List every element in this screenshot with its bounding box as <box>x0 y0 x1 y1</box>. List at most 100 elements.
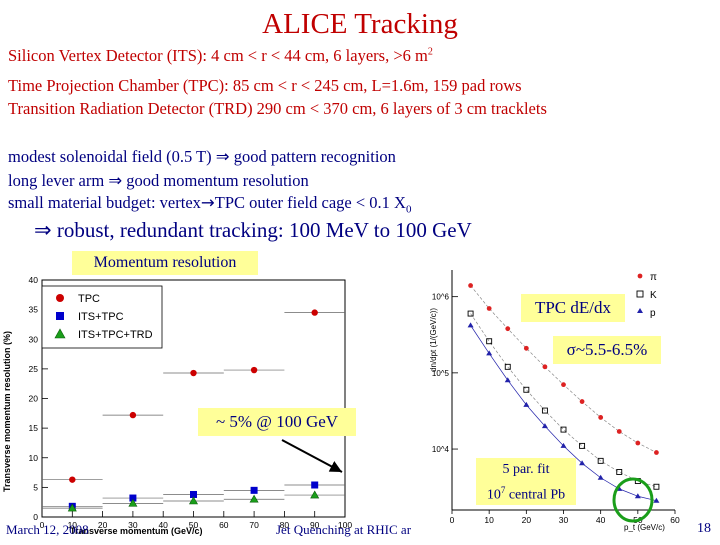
proton-point <box>504 377 511 383</box>
proton-point <box>653 497 660 503</box>
implies-arrow-icon: ⇒ <box>215 147 230 166</box>
its-tpc-trd-point <box>310 490 320 499</box>
point-material-result: TPC outer field cage < 0.1 X <box>214 193 406 212</box>
right-x-tick-label: 0 <box>450 515 455 525</box>
kaon-point <box>523 386 530 393</box>
proton-point <box>560 442 567 448</box>
left-y-axis-label: Transverse momentum resolution (%) <box>2 331 12 492</box>
kaon-point <box>504 363 511 370</box>
right-arrow-icon: → <box>200 193 215 212</box>
sigma-label: σ~5.5-6.5% <box>553 336 661 364</box>
pion-point <box>654 450 659 455</box>
fit-events-exponent: 7 <box>500 485 506 495</box>
left-y-tick-label: 10 <box>29 453 39 463</box>
legend-label-k: K <box>650 290 657 301</box>
pion-point <box>523 345 529 351</box>
footer-talk-title: Jet Quenching at RHIC ar <box>276 522 412 537</box>
annotation-arrow <box>281 439 343 473</box>
tpc-point <box>311 309 318 316</box>
kaon-point <box>541 407 548 414</box>
legend-label-its-tpc: ITS+TPC <box>78 311 124 323</box>
proton-point <box>467 322 474 328</box>
point-material: small material budget: vertex→TPC outer … <box>8 193 411 215</box>
left-y-tick-label: 35 <box>29 305 39 315</box>
pion-point <box>468 283 473 288</box>
legend-label-tpc: TPC <box>78 293 100 305</box>
left-x-tick-label: 30 <box>128 520 138 530</box>
right-y-tick-label: 10^4 <box>432 445 450 454</box>
point-field-result: good pattern recognition <box>229 147 396 166</box>
left-y-tick-label: 25 <box>29 364 39 374</box>
proton-point <box>486 350 493 356</box>
point-material-text: small material budget: vertex <box>8 193 201 212</box>
x0-subscript: 0 <box>405 203 412 216</box>
its-tpc-point <box>311 481 319 489</box>
left-x-tick-label: 20 <box>98 520 108 530</box>
implies-arrow-icon: ⇒ <box>34 218 52 242</box>
pion-point <box>635 440 641 446</box>
kaon-point <box>597 457 604 464</box>
legend-label-pi: π <box>650 272 657 283</box>
left-y-tick-label: 40 <box>29 275 39 285</box>
its-tpc-trd-point <box>128 498 138 507</box>
dedx-label: TPC dE/dx <box>521 294 625 322</box>
its-text: Silicon Vertex Detector (ITS): 4 cm < r … <box>8 46 428 65</box>
pion-point <box>598 415 604 420</box>
right-x-tick-label: 20 <box>522 515 532 525</box>
pion-point <box>616 429 622 434</box>
its-tpc-point <box>190 490 197 498</box>
point-field-text: modest solenoidal field (0.5 T) <box>8 147 216 166</box>
fit-label-line1: 5 par. fit <box>502 462 550 477</box>
left-x-tick-label: 60 <box>219 520 229 530</box>
dedx-spectra-svg: 10^410^510^60 10 20 30 40 50 60 dn/dpt (1/(GeV… <box>429 270 680 532</box>
proton-point <box>541 423 548 429</box>
fit-label-line2: 107 central Pb <box>476 480 576 506</box>
kaon-point <box>560 426 567 433</box>
legend-label-its-tpc-trd: ITS+TPC+TRD <box>78 329 153 341</box>
its-tpc-trd-point <box>249 494 259 503</box>
tpc-point <box>250 366 258 374</box>
conclusion-text: robust, redundant tracking: 100 MeV to 1… <box>51 218 472 242</box>
point-lever-text: long lever arm <box>8 171 109 190</box>
proton-point <box>634 493 641 499</box>
trd-line: Transition Radiation Detector (TRD) 290 … <box>8 99 547 118</box>
left-x-tick-label: 90 <box>310 520 320 530</box>
its-tpc-trd-point <box>67 503 77 512</box>
right-x-tick-label: 30 <box>559 515 569 525</box>
left-y-tick-label: 5 <box>33 482 38 492</box>
its-tpc-point <box>129 494 137 502</box>
momentum-resolution-plot: 0 5 10 15 20 25 30 35 40 0 10 20 30 40 50 60 70 80 90 100 T… <box>0 262 360 540</box>
left-x-tick-label: 100 <box>338 520 352 530</box>
legend-marker-tpc <box>56 294 64 302</box>
its-tpc-point <box>250 486 258 494</box>
tpc-line: Time Projection Chamber (TPC): 85 cm < r… <box>8 76 522 95</box>
kaon-point <box>486 338 493 345</box>
pion-point <box>561 382 566 388</box>
legend-marker-its-tpc <box>56 312 64 320</box>
point-lever-arm: long lever arm ⇒ good momentum resolutio… <box>8 171 309 191</box>
tpc-point <box>129 411 137 419</box>
point-field: modest solenoidal field (0.5 T) ⇒ good p… <box>8 147 396 167</box>
point-lever-result: good momentum resolution <box>122 171 309 190</box>
resolution-100gev-label: ~ 5% @ 100 GeV <box>198 408 356 436</box>
legend-marker-its-tpc-trd <box>54 328 66 339</box>
left-x-tick-label: 80 <box>280 520 290 530</box>
left-y-tick-label: 15 <box>29 423 39 433</box>
proton-point <box>597 474 604 480</box>
right-x-tick-label: 60 <box>670 515 680 525</box>
kaon-point <box>616 469 623 475</box>
its-superscript: 2 <box>427 46 433 58</box>
kaon-point <box>467 310 474 317</box>
fit-events-base: 10 <box>486 487 501 503</box>
legend-label-p: p <box>650 308 656 319</box>
legend-marker-p <box>637 308 643 313</box>
right-x-tick-label: 40 <box>596 515 606 525</box>
left-x-axis-label: Transverse momentum (GeV/c) <box>70 526 203 536</box>
conclusion-line: ⇒ robust, redundant tracking: 100 MeV to… <box>34 218 472 243</box>
footer-page-number: 18 <box>697 521 711 536</box>
kaon-point <box>579 442 586 449</box>
legend-marker-pi <box>637 273 643 279</box>
fit-events-text: central Pb <box>505 487 566 503</box>
left-x-tick-label: 40 <box>158 520 168 530</box>
